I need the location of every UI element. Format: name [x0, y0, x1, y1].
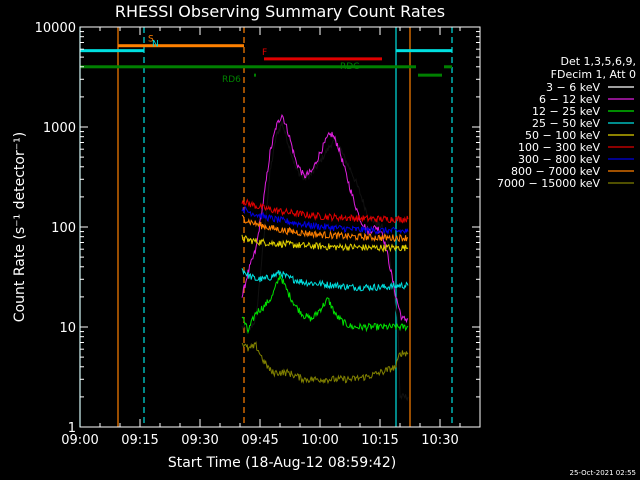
x-tick-label-1: 09:15: [121, 433, 158, 448]
x-axis-label: Start Time (18-Aug-12 08:59:42): [168, 455, 396, 471]
state-bar-label-0: S: [148, 35, 154, 45]
state-bar-label-4: RDC: [340, 62, 359, 72]
x-tick-label-3: 09:45: [241, 433, 278, 448]
series-line-8: [241, 341, 409, 385]
legend-label-7: 800 − 7000 keV: [511, 165, 600, 178]
series-group: [241, 113, 409, 402]
footer-timestamp: 25-Oct-2021 02:55: [570, 469, 636, 477]
x-tick-label-2: 09:30: [181, 433, 218, 448]
series-line-5: [241, 198, 409, 224]
legend-label-1: 6 − 12 keV: [539, 93, 600, 106]
state-bar-label-3: F: [262, 48, 267, 58]
state-bar-6: [418, 73, 442, 77]
state-bar-label-7: RD6: [222, 75, 241, 85]
series-line-7: [241, 214, 408, 243]
series-line-0: [241, 121, 409, 402]
chart-title: RHESSI Observing Summary Count Rates: [115, 2, 445, 21]
state-bar-0: [118, 44, 244, 48]
legend-label-8: 7000 − 15000 keV: [497, 177, 600, 190]
series-line-2: [241, 274, 409, 335]
y-axis-label: Count Rate (s⁻¹ detector⁻¹): [12, 132, 28, 322]
x-tick-label-4: 10:00: [301, 433, 338, 448]
series-line-4: [241, 234, 409, 253]
y-tick-label-3: 1000: [43, 121, 76, 136]
y-tick-label-4: 10000: [35, 21, 76, 36]
state-bar-1: [80, 49, 144, 53]
y-tick-label-2: 100: [51, 221, 76, 236]
legend-label-5: 100 − 300 keV: [518, 141, 600, 154]
legend-header-1: FDecim 1, Att 0: [551, 68, 636, 81]
legend-label-0: 3 − 6 keV: [546, 81, 600, 94]
y-tick-label-1: 10: [59, 321, 76, 336]
state-bar-3: [264, 57, 382, 61]
x-tick-label-0: 09:00: [61, 433, 98, 448]
x-tick-label-6: 10:30: [421, 433, 458, 448]
y-tick-label-0: 1: [68, 421, 76, 436]
legend-label-6: 300 − 800 keV: [518, 153, 600, 166]
state-bar-5: [444, 65, 452, 69]
series-line-3: [241, 268, 409, 292]
x-tick-label-5: 10:15: [361, 433, 398, 448]
series-line-1: [241, 113, 409, 324]
state-bars: SN F RDC RD6: [80, 35, 452, 85]
legend-label-3: 25 − 50 keV: [532, 117, 600, 130]
state-bar-2: [396, 49, 452, 53]
legend-label-2: 12 − 25 keV: [532, 105, 600, 118]
state-bar-7: [254, 73, 256, 77]
legend-label-4: 50 − 100 keV: [525, 129, 600, 142]
series-line-6: [241, 205, 409, 236]
state-bar-label-1: N: [152, 40, 159, 50]
axes: 09:00 09:15 09:30 09:45 10:00 10:15 10:30 1 10 10…: [35, 21, 481, 448]
state-bar-4: [80, 65, 416, 69]
legend: Det 1,3,5,6,9,FDecim 1, Att 03 − 6 keV6 …: [497, 55, 636, 190]
legend-header-0: Det 1,3,5,6,9,: [560, 55, 636, 68]
